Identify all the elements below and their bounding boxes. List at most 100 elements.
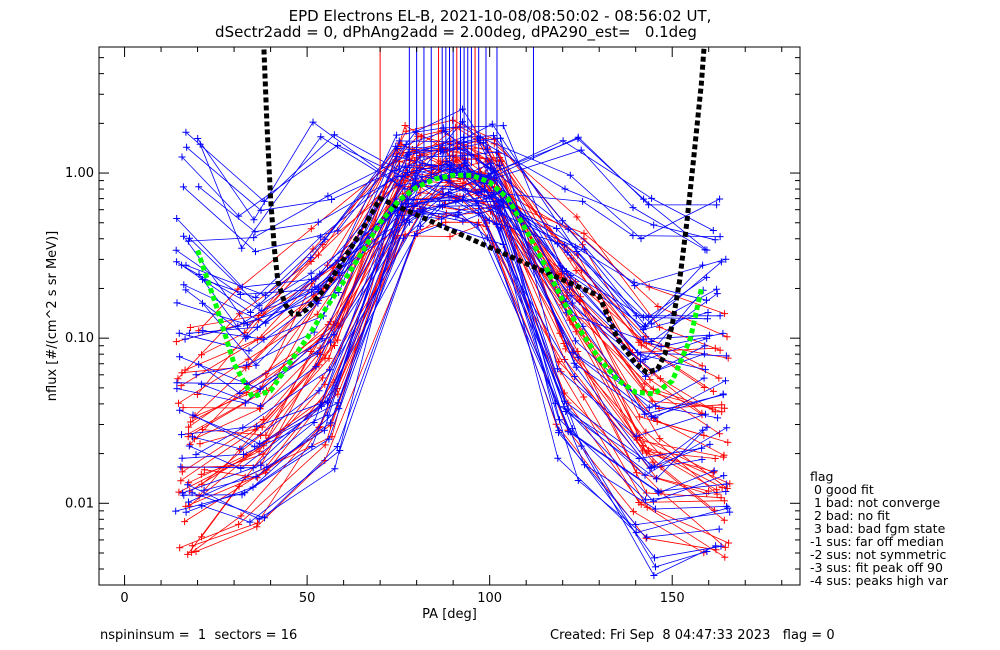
series-b-point xyxy=(173,385,181,393)
series-b-point xyxy=(712,542,720,550)
series-b-point xyxy=(494,205,502,213)
series-b-point xyxy=(713,201,721,209)
series-a-point xyxy=(717,494,725,502)
plot-frame xyxy=(98,46,801,586)
legend-item: 3 bad: bad fgm state xyxy=(810,521,946,536)
series-b-point xyxy=(316,233,324,241)
series-a-point xyxy=(708,405,716,413)
series-a-point xyxy=(186,324,194,331)
series-b-point xyxy=(648,338,656,345)
series-a-point xyxy=(580,393,588,401)
legend-item: -1 sus: far off median xyxy=(810,534,944,549)
series-b-point xyxy=(473,221,481,229)
series-a-point xyxy=(711,344,719,352)
series-a-line xyxy=(189,179,716,492)
data-layer xyxy=(172,47,734,579)
series-a-line xyxy=(201,126,721,356)
series-b-point xyxy=(234,322,242,330)
series-a-point xyxy=(175,399,182,407)
series-b-point xyxy=(241,399,249,407)
series-b-point xyxy=(323,411,331,419)
series-a-point xyxy=(720,497,728,505)
series-b-point xyxy=(413,171,421,179)
series-b-point xyxy=(722,488,730,495)
series-b-point xyxy=(445,196,453,204)
series-b-point xyxy=(235,212,243,220)
series-b-point xyxy=(723,424,731,432)
series-a-point xyxy=(654,303,662,310)
series-b-point xyxy=(554,454,562,462)
series-b-point xyxy=(556,416,563,424)
series-a-point xyxy=(700,384,708,391)
series-a-point xyxy=(174,375,182,383)
series-b-point xyxy=(554,365,562,373)
series-b-point xyxy=(257,206,265,214)
series-a-point xyxy=(641,380,649,388)
series-b-point xyxy=(652,475,660,483)
series-b-point xyxy=(497,134,504,142)
x-axis-label: PA [deg] xyxy=(422,607,477,622)
series-a-point xyxy=(309,245,317,253)
series-b-point xyxy=(703,246,711,254)
series-a-point xyxy=(724,438,732,446)
series-b-point xyxy=(310,419,318,426)
series-b-point xyxy=(703,296,710,304)
series-b-point xyxy=(253,422,261,430)
series-b-point xyxy=(645,404,653,412)
series-b-point xyxy=(698,456,706,463)
series-b-point xyxy=(176,353,184,361)
series-a-point xyxy=(414,132,422,140)
series-b-point xyxy=(499,122,507,130)
series-b-point xyxy=(402,140,410,148)
series-a-point xyxy=(321,354,329,362)
series-b-point xyxy=(326,366,334,374)
series-b-point xyxy=(327,338,334,346)
series-b-point xyxy=(704,309,712,316)
series-b-point xyxy=(568,299,576,307)
series-b-point xyxy=(180,281,188,289)
series-b-point xyxy=(580,246,588,254)
series-b-point xyxy=(642,496,650,504)
series-a-point xyxy=(656,435,664,443)
series-b-point xyxy=(716,312,724,320)
series-a-point xyxy=(721,310,729,318)
series-b-point xyxy=(572,363,580,371)
series-b-point xyxy=(651,505,659,513)
series-b-point xyxy=(172,246,180,254)
series-a-point xyxy=(177,477,185,485)
series-b-point xyxy=(641,471,649,479)
series-a-point xyxy=(637,341,645,349)
series-b-point xyxy=(444,177,452,184)
series-b-point xyxy=(641,323,649,331)
series-b-point xyxy=(703,423,711,431)
series-b-point xyxy=(559,137,567,145)
series-b-line xyxy=(176,123,718,343)
series-a-point xyxy=(633,436,641,444)
series-b-point xyxy=(400,234,407,242)
series-a-point xyxy=(720,516,728,524)
series-b-point xyxy=(484,171,492,179)
series-b-point xyxy=(572,337,580,345)
series-b-point xyxy=(410,203,418,210)
series-b-point xyxy=(654,487,662,495)
series-b-point xyxy=(199,299,206,307)
series-b-point xyxy=(250,234,258,242)
series-b-point xyxy=(318,335,326,343)
series-b-point xyxy=(409,196,417,204)
series-b-point xyxy=(579,197,587,205)
series-b-point xyxy=(194,135,202,142)
series-b-point xyxy=(252,473,260,481)
legend-item: -3 sus: fit peak off 90 xyxy=(810,560,943,575)
series-b-point xyxy=(197,380,205,388)
series-b-point xyxy=(639,313,647,321)
series-b-point xyxy=(179,183,187,191)
series-b-point xyxy=(474,202,482,210)
series-a-point xyxy=(185,423,193,431)
series-b-point xyxy=(561,241,569,249)
series-b-point xyxy=(324,192,332,200)
series-b-point xyxy=(483,145,491,153)
series-b-point xyxy=(323,399,331,407)
series-b-point xyxy=(260,335,268,343)
series-b-point xyxy=(577,442,585,450)
series-b-point xyxy=(335,405,343,413)
